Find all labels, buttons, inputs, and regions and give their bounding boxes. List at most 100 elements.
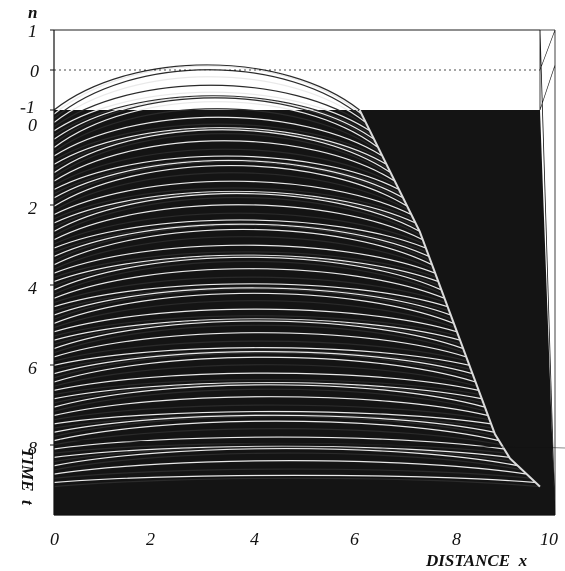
wave-profile-line: [53, 315, 459, 337]
wave-profile-line: [53, 190, 416, 224]
z-tick-label: 0: [30, 61, 39, 81]
wave-profile-line: [53, 101, 379, 149]
wave-profile-line: [53, 161, 406, 203]
wave-profile-line: [53, 164, 408, 207]
wave-profile-line: [53, 187, 414, 220]
wave-profile-line: [53, 352, 475, 379]
x-axis-label: DISTANCE x: [425, 551, 528, 570]
wave-profile-line: [53, 251, 437, 278]
wave-profile-line: [53, 172, 410, 211]
z-tick-label: 1: [28, 21, 37, 41]
wave-profile-line: [53, 364, 478, 387]
x-tick-label: 10: [540, 529, 558, 549]
wave-surface: [53, 64, 541, 488]
y-axis-label: TIME t: [18, 448, 37, 506]
wave-profile-line: [53, 428, 502, 446]
t-tick-label: 6: [28, 358, 37, 378]
wave-profile-line: [53, 158, 402, 195]
wave-profile-line: [53, 91, 371, 132]
t-tick-label: 8: [28, 438, 37, 458]
wave-profile-line: [53, 286, 450, 312]
wave-profile-line: [53, 324, 465, 354]
wave-profile-line: [53, 223, 430, 258]
x-tick-label: 6: [350, 529, 359, 549]
wave-profile-line: [53, 445, 510, 458]
wave-profile-line: [53, 236, 434, 270]
wave-profile-line: [53, 159, 404, 199]
wave-profile-line: [53, 191, 418, 228]
wave-profile-line: [53, 180, 412, 216]
wave-profile-line: [53, 382, 482, 400]
z-tick-label: -1: [20, 97, 35, 117]
wave-profile-line: [53, 308, 458, 333]
wave-profile-line: [53, 84, 369, 128]
wave-profile-line: [53, 413, 493, 429]
x-tick-label: 8: [452, 529, 461, 549]
wave-profile-line: [53, 69, 365, 119]
wave-profile-line: [53, 319, 462, 345]
wave-profile-line: [53, 283, 448, 308]
wave-profile-line: [53, 436, 505, 450]
wave-profile-line: [53, 287, 451, 316]
wave-profile-line: [53, 254, 439, 283]
wave-profile-line: [53, 300, 456, 329]
z-axis-label: n: [28, 3, 37, 22]
wave-profile-line: [53, 123, 385, 161]
x-tick-label: 2: [146, 529, 155, 549]
wave-profile-line: [53, 276, 447, 304]
wave-profile-line: [53, 244, 436, 274]
wave-profile-line: [53, 192, 420, 232]
wave-profile-line: [53, 204, 424, 241]
wave-profile-line: [53, 65, 363, 115]
wave-profile-line: [53, 318, 461, 341]
wave-profile-line: [53, 460, 527, 475]
wave-profile-line: [53, 396, 489, 417]
wave-profile-line: [53, 382, 484, 404]
x-tick-label: 4: [250, 529, 259, 549]
wave-profile-line: [53, 350, 472, 371]
wave-profile-line: [53, 97, 377, 144]
wave-profile-line: [53, 292, 455, 324]
wave-profile-line: [53, 372, 479, 391]
wave-profile-line: [53, 477, 541, 488]
plot-frame: [53, 29, 565, 516]
wave-profile-line: [53, 196, 422, 237]
wave-profile-line: [53, 64, 360, 111]
wave-profile-line: [53, 414, 495, 433]
wave-profile-line: [53, 351, 473, 375]
wave-profile-line: [53, 228, 433, 266]
wave-profile-line: [53, 140, 396, 182]
wave-profile-line: [53, 222, 428, 253]
t-tick-label: 0: [28, 115, 37, 135]
wave-profile-line: [53, 108, 381, 153]
wave-profile-line: [53, 148, 398, 186]
wave-profile-line: [53, 384, 486, 408]
wave-profile-line: [53, 133, 394, 178]
wave-profile-line: [53, 404, 490, 421]
axis-ticks: [50, 29, 54, 446]
wave-profile-line: [53, 356, 476, 383]
wave-profile-line: [53, 255, 441, 287]
wave-profile-line: [53, 95, 373, 136]
wave-profile-line: [53, 268, 445, 299]
wave-profile-line: [53, 416, 497, 438]
wave-profile-line: [53, 219, 427, 249]
t-tick-label: 2: [28, 198, 37, 218]
wave-profile-line: [53, 320, 464, 350]
wave-profile-line: [53, 347, 470, 366]
wave-profile-line: [53, 155, 400, 191]
wave-profile-line: [53, 452, 523, 471]
wave-profile-line: [53, 474, 536, 484]
x-tick-label: 0: [50, 529, 59, 549]
wave-profile-line: [53, 340, 468, 362]
wave-profile-line: [53, 116, 383, 157]
wave-profile-line: [53, 76, 367, 124]
wave-profile-line: [53, 224, 431, 262]
wave-profile-line: [53, 260, 444, 295]
t-tick-label: 4: [28, 278, 37, 298]
wave-profile-line: [53, 127, 387, 165]
wave-front-ridge: [358, 109, 541, 488]
wave-profile-line: [53, 128, 389, 170]
wave-profile-line: [53, 468, 532, 479]
